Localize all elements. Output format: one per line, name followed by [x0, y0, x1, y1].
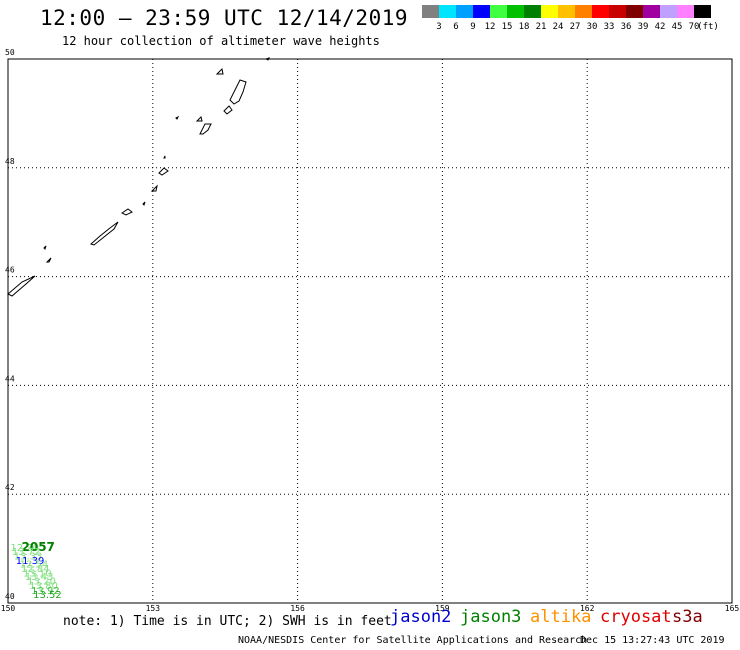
color-swatch	[575, 5, 592, 18]
color-scale-label: 21	[535, 22, 547, 32]
map-subtitle: 12 hour collection of altimeter wave hei…	[62, 34, 380, 48]
swh-label: 13.10	[23, 568, 52, 579]
color-scale-swatches	[422, 5, 711, 18]
color-scale-label: 45	[671, 22, 683, 32]
swh-label: 13.43	[25, 572, 54, 583]
satellite-legend-cryosat: cryosat	[600, 607, 672, 627]
lon-tick-label: 156	[290, 604, 305, 613]
color-scale-label: 30	[586, 22, 598, 32]
satellite-legend-altika: altika	[530, 607, 592, 627]
color-scale-label: 12	[484, 22, 496, 32]
coastline-island	[121, 208, 133, 216]
color-scale-label: 33	[603, 22, 615, 32]
lon-tick-label: 150	[1, 604, 16, 613]
lat-tick-label: 44	[5, 374, 15, 383]
satellite-legend-jason3: jason3	[460, 607, 522, 627]
coastline-island	[229, 79, 247, 105]
coastline-island	[158, 167, 169, 176]
coastline-island	[223, 105, 233, 115]
color-scale-label: 36	[620, 22, 632, 32]
footer-credit: NOAA/NESDIS Center for Satellite Applica…	[238, 635, 588, 646]
swh-label: 12.30	[10, 543, 39, 554]
color-scale-label: 39	[637, 22, 649, 32]
color-swatch	[439, 5, 456, 18]
swh-label: 13.33	[14, 551, 43, 562]
color-swatch	[524, 5, 541, 18]
swh-label: 2057	[22, 540, 55, 554]
swh-label: 13.80	[29, 581, 58, 592]
kuril-islands-coastline	[7, 57, 270, 297]
coastline-island	[142, 201, 146, 206]
map-title: 12:00 – 23:59 UTC 12/14/2019	[40, 6, 409, 30]
lat-tick-label: 46	[5, 266, 15, 275]
color-scale-legend: 3 6 9 12 15 18 21 24 27 30 33 36 39 42 45 70 (ft)	[422, 5, 719, 32]
color-swatch	[490, 5, 507, 18]
swh-label: 12.84	[21, 564, 50, 575]
swh-label: 13.92	[31, 586, 60, 597]
color-swatch	[456, 5, 473, 18]
color-scale-label: 70	[688, 22, 700, 32]
lat-tick-label: 42	[5, 483, 15, 492]
coastline-island	[163, 155, 166, 159]
color-swatch	[558, 5, 575, 18]
color-swatch	[422, 5, 439, 18]
color-scale-label: 24	[552, 22, 564, 32]
color-swatch	[473, 5, 490, 18]
color-swatch	[609, 5, 626, 18]
coastline-island	[199, 123, 212, 135]
coastline-island	[7, 275, 36, 297]
coastline-island	[215, 67, 224, 75]
coastline-island	[175, 115, 180, 120]
color-scale-label: 3	[436, 22, 442, 32]
units-note: note: 1) Time is in UTC; 2) SWH is in fe…	[63, 614, 392, 629]
color-swatch	[677, 5, 694, 18]
coastline-island	[264, 57, 270, 61]
lat-lon-grid: 150 153 156 159 162 165 40 42 44 46 48 50	[1, 48, 740, 613]
lon-tick-label: 162	[580, 604, 595, 613]
color-scale-unit: (ft)	[697, 22, 719, 32]
color-swatch	[643, 5, 660, 18]
satellite-legend-s3a: s3a	[672, 607, 703, 627]
satellite-legend-jason2: jason2	[390, 607, 452, 627]
color-scale-label: 6	[453, 22, 459, 32]
color-swatch	[660, 5, 677, 18]
swh-observations: 12.30205713.7213.3311.3912.5412.8413.101…	[10, 540, 61, 601]
coastline-island	[195, 116, 203, 122]
coastline-island	[90, 221, 119, 246]
coastline-island	[45, 257, 52, 263]
color-swatch	[694, 5, 711, 18]
lon-tick-label: 165	[725, 604, 740, 613]
lon-tick-label: 159	[435, 604, 450, 613]
color-scale-label: 42	[654, 22, 666, 32]
coastline-island	[43, 245, 47, 250]
footer-timestamp: Dec 15 13:27:43 UTC 2019	[580, 635, 725, 646]
lat-tick-label: 48	[5, 157, 15, 166]
color-scale-label: 18	[518, 22, 530, 32]
lon-tick-label: 153	[146, 604, 161, 613]
swh-label: 13.52	[33, 590, 62, 601]
color-swatch	[541, 5, 558, 18]
color-scale-label: 15	[501, 22, 513, 32]
color-swatch	[507, 5, 524, 18]
color-scale-label: 9	[470, 22, 476, 32]
color-swatch	[592, 5, 609, 18]
color-scale-label: 27	[569, 22, 581, 32]
coastline-island	[150, 184, 158, 192]
lat-tick-label: 40	[5, 592, 15, 601]
swh-label: 12.54	[20, 560, 49, 571]
color-scale-labels: 3 6 9 12 15 18 21 24 27 30 33 36 39 42 45 70 (ft)	[422, 22, 740, 34]
lat-tick-label: 50	[5, 48, 15, 57]
swh-label: 11.39	[16, 556, 45, 567]
swh-label: 13.72	[12, 547, 41, 558]
color-swatch	[626, 5, 643, 18]
swh-label: 13.20	[27, 577, 56, 588]
map-frame	[7, 58, 733, 604]
